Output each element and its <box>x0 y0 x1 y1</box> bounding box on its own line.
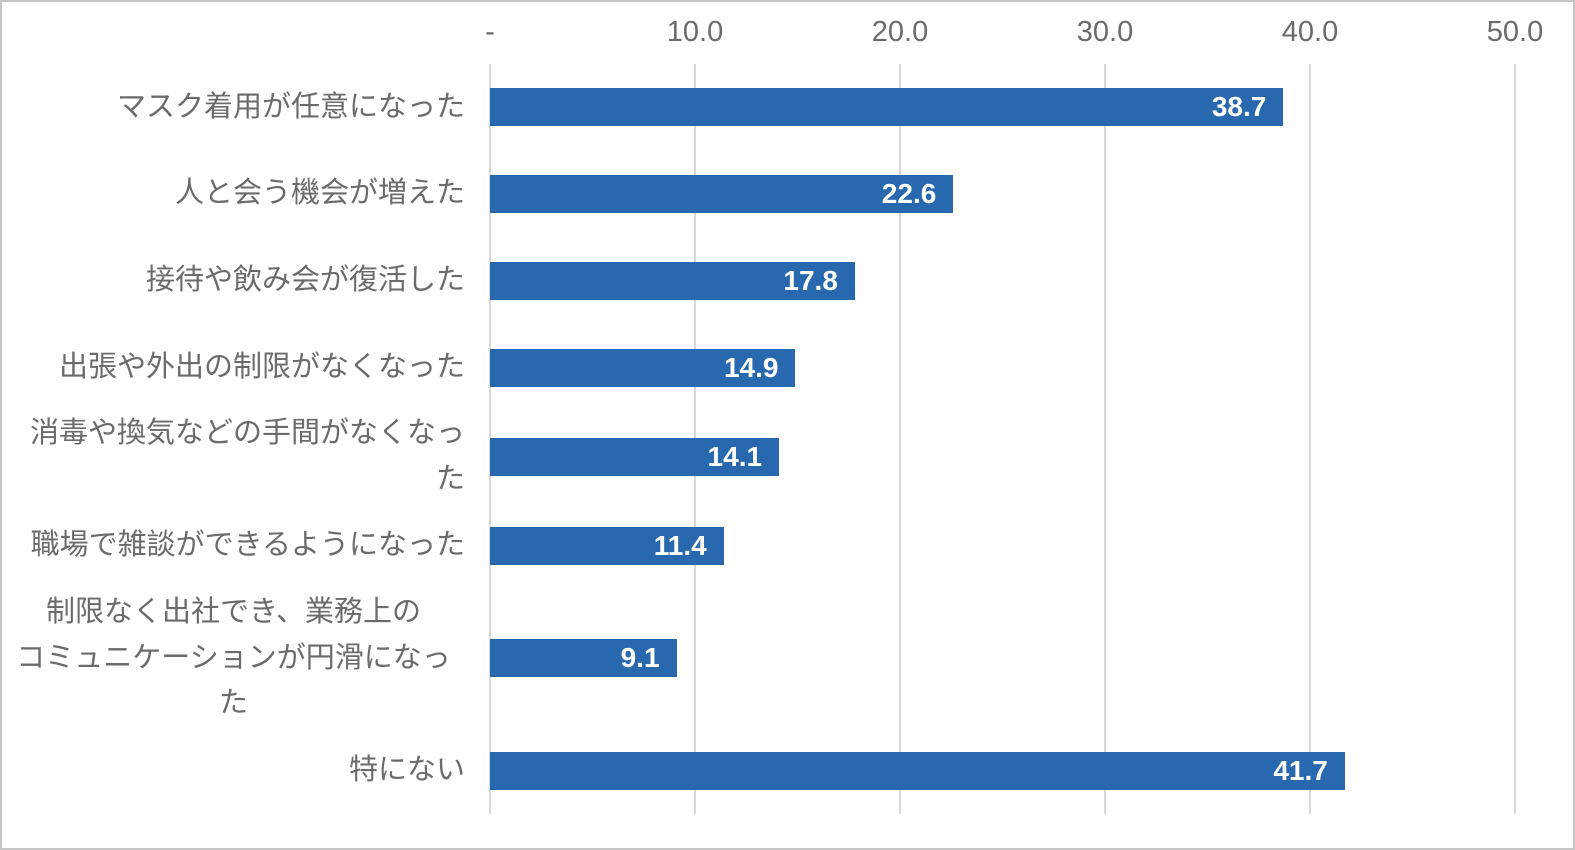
bar-value-label: 9.1 <box>620 642 660 674</box>
category-label: 接待や飲み会が復活した <box>145 264 465 297</box>
chart-row: 消毒や換気などの手間がなくなった 14.1 <box>2 411 1575 503</box>
category-cell: 人と会う機会が増えた <box>2 171 490 217</box>
bar: 14.9 <box>490 348 796 387</box>
bar-track: 11.4 <box>490 503 1515 590</box>
bar-track: 9.1 <box>490 590 1515 727</box>
x-axis-tick-label: - <box>485 16 495 48</box>
category-label: 職場で雑談ができるようになった <box>30 529 465 562</box>
bar-track: 14.1 <box>490 411 1515 503</box>
category-cell: 特にない <box>2 748 490 794</box>
bar-value-label: 14.9 <box>723 351 779 383</box>
category-cell: 職場で雑談ができるようになった <box>2 523 490 569</box>
bar: 41.7 <box>490 751 1345 790</box>
bar-value-label: 38.7 <box>1211 91 1267 123</box>
bar-track: 38.7 <box>490 64 1515 151</box>
category-label: 出張や外出の制限がなくなった <box>58 350 465 383</box>
x-axis-tick-label: 50.0 <box>1486 16 1544 48</box>
bar-value-label: 14.1 <box>707 441 763 473</box>
bar-value-label: 41.7 <box>1273 754 1328 786</box>
chart-row: 人と会う機会が増えた 22.6 <box>2 151 1575 238</box>
chart-row: 特にない 41.7 <box>2 727 1575 814</box>
x-axis: - 10.0 20.0 30.0 40.0 50.0 <box>485 12 1543 52</box>
bar: 38.7 <box>490 88 1284 127</box>
category-cell: 接待や飲み会が復活した <box>2 258 490 304</box>
gridline <box>899 64 901 814</box>
x-axis-tick-label: 10.0 <box>666 16 724 48</box>
bar-track: 17.8 <box>490 238 1515 325</box>
bar: 22.6 <box>490 175 954 214</box>
bar: 14.1 <box>490 438 780 477</box>
category-cell: マスク着用が任意になった <box>2 85 490 131</box>
chart-row: 出張や外出の制限がなくなった 14.9 <box>2 324 1575 411</box>
chart-row: 接待や飲み会が復活した 17.8 <box>2 238 1575 325</box>
category-label: マスク着用が任意になった <box>116 90 465 123</box>
chart-row: 制限なく出社でき、業務上の コミュニケーションが円滑になった 9.1 <box>2 590 1575 727</box>
bar-value-label: 11.4 <box>653 530 707 562</box>
chart-rows: マスク着用が任意になった 38.7 人と会う機会が増えた 22.6 接待や飲み会が復活し… <box>2 64 1575 814</box>
category-label: 消毒や換気などの手間がなくなった <box>29 417 465 496</box>
chart-row: 職場で雑談ができるようになった 11.4 <box>2 503 1575 590</box>
bar-value-label: 22.6 <box>881 178 937 210</box>
x-axis-tick-label: 20.0 <box>871 16 929 48</box>
gridline <box>1514 64 1516 814</box>
x-axis-tick-label: 30.0 <box>1076 16 1134 48</box>
bar-track: 22.6 <box>490 151 1515 238</box>
bar-track: 14.9 <box>490 324 1515 411</box>
gridline <box>1309 64 1311 814</box>
bar-track: 41.7 <box>490 727 1515 814</box>
category-label: 特にない <box>348 753 465 786</box>
x-axis-tick-label: 40.0 <box>1281 16 1339 48</box>
category-label: 人と会う機会が増えた <box>174 177 465 210</box>
category-cell: 消毒や換気などの手間がなくなった <box>2 411 490 503</box>
category-cell: 出張や外出の制限がなくなった <box>2 345 490 391</box>
gridline <box>1104 64 1106 814</box>
bar: 9.1 <box>490 639 677 678</box>
category-cell: 制限なく出社でき、業務上の コミュニケーションが円滑になった <box>2 590 490 727</box>
bar: 17.8 <box>490 262 855 301</box>
chart-row: マスク着用が任意になった 38.7 <box>2 64 1575 151</box>
category-label: 制限なく出社でき、業務上の コミュニケーションが円滑になった <box>16 595 451 720</box>
bar: 11.4 <box>490 527 724 566</box>
bar-value-label: 17.8 <box>783 265 838 297</box>
